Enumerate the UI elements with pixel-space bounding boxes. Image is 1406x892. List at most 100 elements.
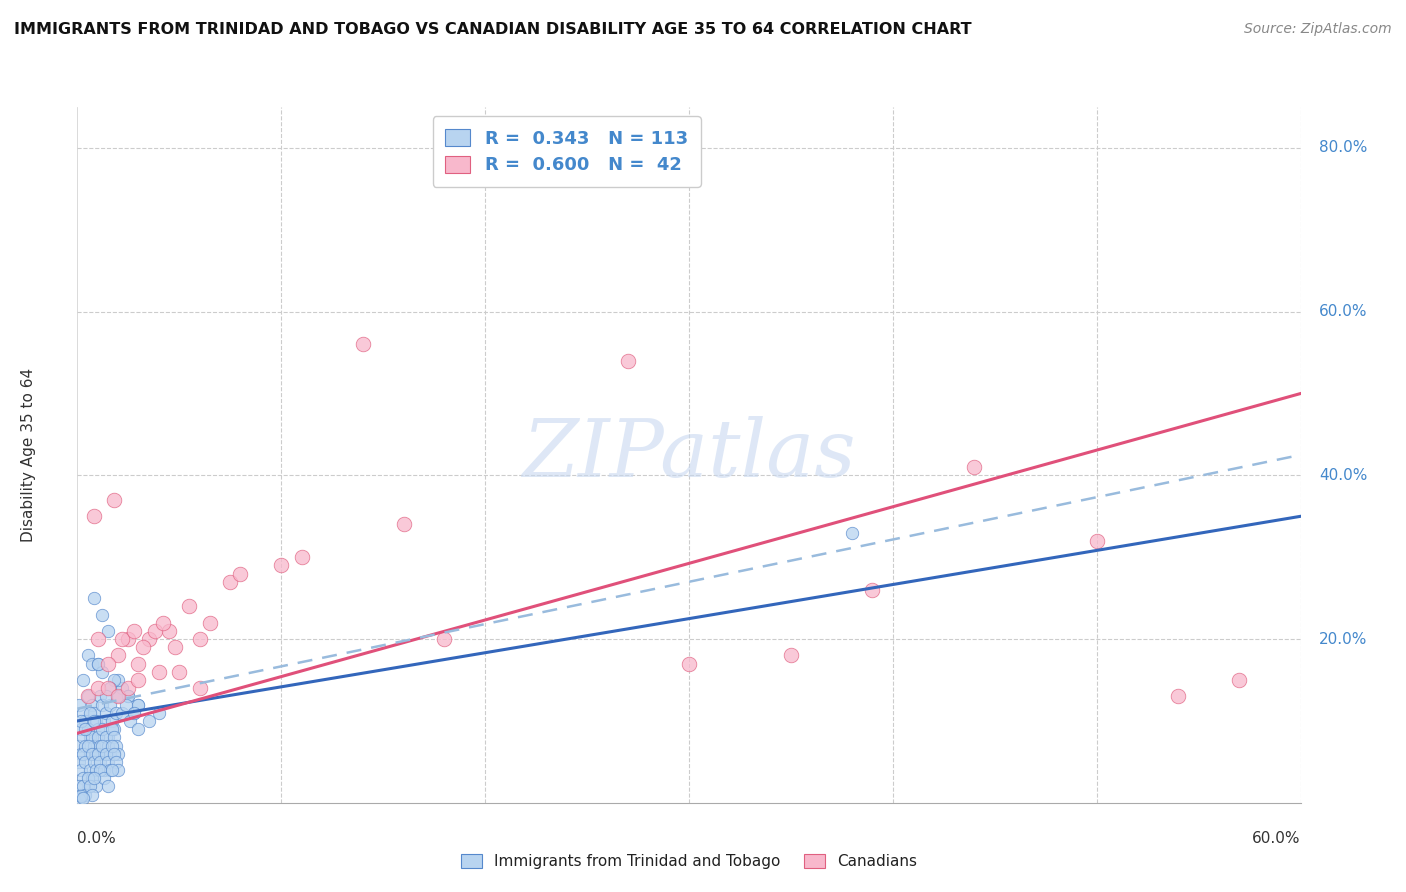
Point <box>80 731 103 745</box>
Point <box>94 731 117 745</box>
Point <box>352 337 374 351</box>
Point <box>107 690 129 704</box>
Point <box>70 788 93 802</box>
Point <box>1085 533 1108 548</box>
Point <box>75 722 97 736</box>
Point <box>138 632 160 646</box>
Point <box>105 706 128 720</box>
Text: Source: ZipAtlas.com: Source: ZipAtlas.com <box>1244 22 1392 37</box>
Point <box>101 763 124 777</box>
Text: 80.0%: 80.0% <box>1319 140 1367 155</box>
Text: 0.0%: 0.0% <box>77 830 117 846</box>
Point <box>76 780 98 794</box>
Point <box>84 714 107 728</box>
Point <box>841 525 863 540</box>
Point <box>87 657 110 671</box>
Point <box>76 648 98 663</box>
Point <box>678 657 700 671</box>
Point <box>101 739 124 753</box>
Point <box>124 706 146 720</box>
Point <box>87 747 110 761</box>
Point <box>67 791 90 805</box>
Point <box>98 681 121 696</box>
Point <box>101 714 124 728</box>
Point <box>198 615 221 630</box>
Point <box>165 640 187 655</box>
Point <box>111 632 134 646</box>
Point <box>83 771 105 785</box>
Point <box>72 706 94 720</box>
Point <box>97 624 120 638</box>
Point <box>97 681 120 696</box>
Point <box>75 755 97 769</box>
Point <box>179 599 201 614</box>
Point <box>98 698 121 712</box>
Point <box>72 790 94 805</box>
Point <box>89 739 111 753</box>
Point <box>97 731 120 745</box>
Point <box>97 780 120 794</box>
Point <box>105 739 128 753</box>
Point <box>67 698 90 712</box>
Point <box>103 747 125 761</box>
Point <box>107 763 129 777</box>
Point <box>127 673 149 687</box>
Point <box>188 681 211 696</box>
Text: 60.0%: 60.0% <box>1253 830 1301 846</box>
Point <box>117 690 139 704</box>
Point <box>80 747 103 761</box>
Text: 20.0%: 20.0% <box>1319 632 1367 647</box>
Point <box>79 763 101 777</box>
Point <box>70 747 93 761</box>
Text: 60.0%: 60.0% <box>1319 304 1368 319</box>
Point <box>83 714 105 728</box>
Point <box>157 624 180 638</box>
Point <box>101 722 124 736</box>
Point <box>124 624 146 638</box>
Point <box>75 788 97 802</box>
Point <box>90 607 112 622</box>
Point <box>117 681 139 696</box>
Point <box>188 632 211 646</box>
Point <box>75 714 97 728</box>
Point <box>779 648 801 663</box>
Point <box>93 747 115 761</box>
Point <box>87 731 110 745</box>
Point <box>79 731 101 745</box>
Point <box>105 755 128 769</box>
Point <box>103 492 125 507</box>
Point <box>107 648 129 663</box>
Point <box>76 771 98 785</box>
Point <box>93 771 115 785</box>
Text: 40.0%: 40.0% <box>1319 468 1367 483</box>
Point <box>67 755 90 769</box>
Point <box>117 690 139 704</box>
Point <box>1229 673 1251 687</box>
Point <box>152 615 174 630</box>
Point <box>270 558 292 573</box>
Point <box>80 771 103 785</box>
Text: Disability Age 35 to 64: Disability Age 35 to 64 <box>21 368 37 542</box>
Point <box>103 722 125 736</box>
Point <box>107 673 129 687</box>
Point <box>143 624 166 638</box>
Point <box>79 780 101 794</box>
Point <box>89 690 111 704</box>
Point <box>76 690 98 704</box>
Point <box>87 657 110 671</box>
Point <box>87 632 110 646</box>
Point <box>83 509 105 524</box>
Point <box>72 673 94 687</box>
Point <box>72 780 94 794</box>
Point <box>97 657 120 671</box>
Point <box>79 706 101 720</box>
Point <box>67 780 90 794</box>
Point <box>83 739 105 753</box>
Text: IMMIGRANTS FROM TRINIDAD AND TOBAGO VS CANADIAN DISABILITY AGE 35 TO 64 CORRELAT: IMMIGRANTS FROM TRINIDAD AND TOBAGO VS C… <box>14 22 972 37</box>
Point <box>433 632 456 646</box>
Point <box>127 722 149 736</box>
Point <box>131 640 153 655</box>
Point <box>83 755 105 769</box>
Point <box>83 591 105 606</box>
Point <box>115 698 138 712</box>
